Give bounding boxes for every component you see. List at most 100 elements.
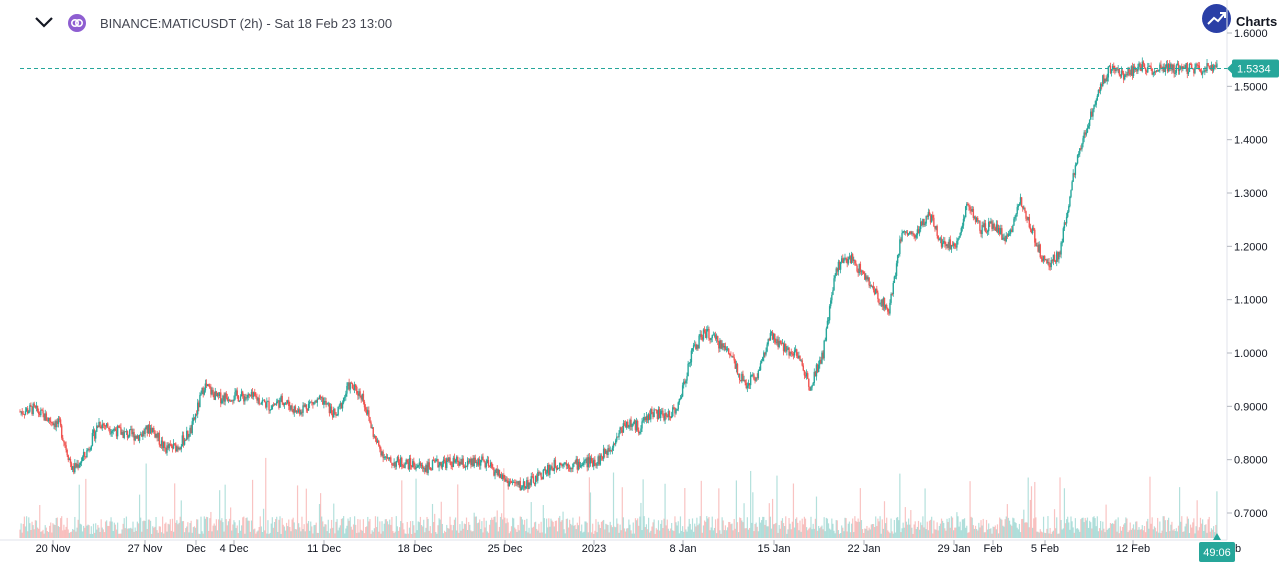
candle-body <box>1158 70 1160 72</box>
candle-body <box>331 413 334 418</box>
candle-body <box>357 393 359 396</box>
candle-body <box>352 388 355 390</box>
volume-bar <box>960 530 962 538</box>
volume-bar <box>126 528 129 538</box>
volume-bar <box>508 533 510 538</box>
candle-body <box>457 457 459 463</box>
candle-body <box>393 462 395 466</box>
volume-bar <box>914 521 916 538</box>
candle-body <box>202 387 204 395</box>
volume-bar <box>611 527 614 538</box>
volume-bar <box>1095 526 1097 538</box>
candle-body <box>958 236 960 239</box>
volume-bar <box>911 527 913 538</box>
candle-body <box>1216 63 1218 68</box>
volume-bar <box>526 518 528 538</box>
candle-body <box>793 350 796 356</box>
volume-bar <box>442 533 445 538</box>
volume-bar <box>94 532 96 538</box>
candle-body <box>878 298 880 304</box>
volume-bar <box>970 516 972 538</box>
volume-bar <box>492 519 494 538</box>
volume-bar <box>604 529 606 538</box>
candle-body <box>210 387 212 395</box>
volume-bar <box>429 526 431 538</box>
volume-bar <box>991 533 993 538</box>
candle-body <box>938 239 941 241</box>
candle-body <box>1014 216 1016 219</box>
candle-body <box>269 410 271 411</box>
candle-body <box>260 402 263 404</box>
volume-bar <box>1209 531 1211 538</box>
candle-body <box>767 339 769 345</box>
volume-bar <box>1067 516 1069 538</box>
candle-body <box>190 427 192 434</box>
volume-bar <box>227 521 230 538</box>
volume-bar <box>357 519 359 538</box>
volume-bar <box>652 522 654 538</box>
candle-body <box>500 474 503 479</box>
collapse-chevron-button[interactable] <box>30 10 58 36</box>
volume-bar <box>588 477 590 538</box>
volume-bar <box>968 532 970 538</box>
volume-bar <box>1169 531 1171 538</box>
volume-bar <box>379 521 381 538</box>
candle-body <box>536 475 538 481</box>
candle-body <box>574 462 576 464</box>
volume-bar <box>375 527 378 538</box>
volume-bar <box>388 524 390 538</box>
candle-body <box>802 365 805 371</box>
volume-bar <box>1015 523 1017 538</box>
brand-link[interactable]: Charts <box>1202 4 1280 34</box>
volume-bar <box>721 517 723 538</box>
volume-bar <box>883 501 886 538</box>
candle-body <box>509 481 512 483</box>
volume-bar <box>698 523 700 538</box>
volume-bar <box>792 483 795 538</box>
volume-bar <box>132 521 134 538</box>
candle-body <box>696 344 698 349</box>
volume-bar <box>1123 524 1125 538</box>
volume-bar <box>575 529 577 538</box>
volume-bar <box>925 529 927 538</box>
volume-bar <box>944 528 946 538</box>
volume-bar <box>313 525 315 538</box>
candle-body <box>147 424 150 434</box>
candle-body <box>1046 259 1048 264</box>
candle-body <box>26 408 29 414</box>
candle-body <box>199 395 201 408</box>
volume-bar <box>876 526 878 538</box>
volume-bar <box>673 530 675 538</box>
candle-body <box>1041 258 1044 261</box>
candle-body <box>754 379 756 381</box>
volume-bar <box>43 533 45 538</box>
volume-bar <box>354 516 356 538</box>
candle-body <box>848 256 851 260</box>
candle-body <box>578 461 581 467</box>
volume-bar <box>539 532 541 538</box>
volume-bar <box>451 530 453 538</box>
candle-body <box>787 347 789 350</box>
volume-bar <box>989 529 991 538</box>
volume-bar <box>775 522 777 538</box>
volume-bar <box>533 522 536 538</box>
volume-bar <box>51 532 53 538</box>
volume-bar <box>788 517 790 538</box>
volume-bar <box>701 532 703 538</box>
volume-bar <box>859 488 861 538</box>
volume-bar <box>406 521 408 538</box>
candle-body <box>19 411 21 413</box>
volume-bar <box>147 519 149 538</box>
volume-bar <box>34 520 36 538</box>
volume-bar <box>1035 517 1037 538</box>
time-tick-label: 15 Jan <box>757 543 790 555</box>
volume-bar <box>1066 519 1068 538</box>
candle-body <box>610 449 613 451</box>
candle-body <box>655 409 658 411</box>
candle-body <box>425 465 427 472</box>
candle-body <box>44 413 46 421</box>
candle-body <box>1007 233 1010 237</box>
candle-body <box>593 459 595 467</box>
volume-bar <box>130 527 132 538</box>
